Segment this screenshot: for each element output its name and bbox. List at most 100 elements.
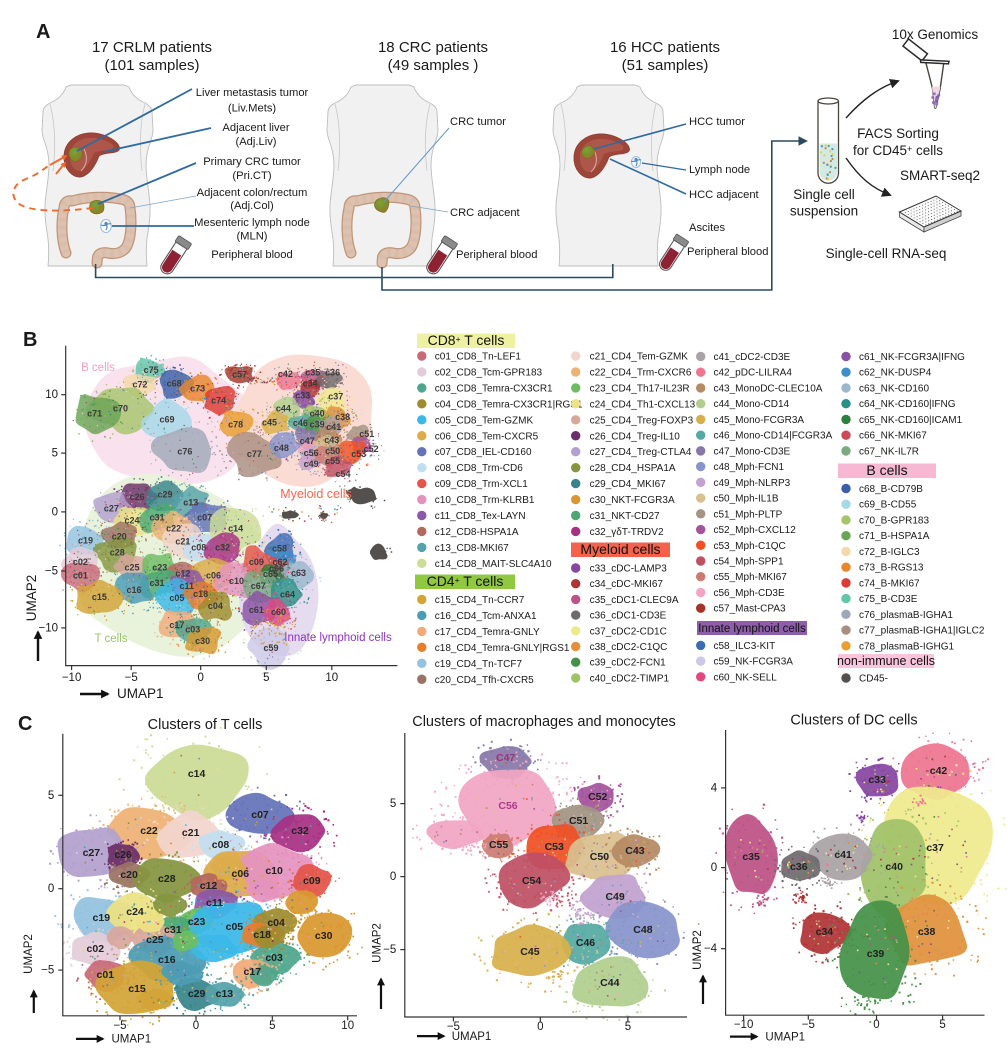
svg-text:c02_CD8_Tcm-GPR183: c02_CD8_Tcm-GPR183	[435, 367, 543, 378]
svg-text:c36: c36	[790, 861, 808, 873]
svg-text:Peripheral blood: Peripheral blood	[687, 246, 768, 258]
svg-text:c41: c41	[834, 849, 852, 861]
svg-text:c37: c37	[328, 392, 343, 402]
svg-text:c22_CD4_Trm-CXCR6: c22_CD4_Trm-CXCR6	[590, 367, 692, 378]
svg-text:c15: c15	[128, 983, 146, 995]
svg-text:c12: c12	[175, 568, 190, 578]
svg-text:c58: c58	[272, 544, 287, 554]
svg-text:c75: c75	[144, 365, 159, 375]
svg-text:C50: C50	[590, 851, 609, 863]
svg-text:c23_CD4_Th17-IL23R: c23_CD4_Th17-IL23R	[590, 383, 690, 394]
svg-text:c12_CD8-HSPA1A: c12_CD8-HSPA1A	[435, 527, 519, 538]
svg-text:c23: c23	[152, 562, 167, 572]
svg-text:c21: c21	[182, 827, 200, 839]
svg-text:c10_CD8_Trm-KLRB1: c10_CD8_Trm-KLRB1	[435, 495, 535, 506]
svg-text:c30: c30	[315, 930, 333, 942]
svg-text:c15: c15	[92, 592, 107, 602]
svg-text:5: 5	[939, 1019, 945, 1031]
svg-text:C: C	[18, 713, 32, 735]
svg-text:−5: −5	[125, 672, 138, 684]
svg-text:c05_CD8_Tem-GZMK: c05_CD8_Tem-GZMK	[435, 415, 534, 426]
svg-text:HCC adjacent: HCC adjacent	[689, 189, 760, 201]
svg-text:c45: c45	[262, 417, 277, 427]
svg-text:5: 5	[390, 798, 396, 810]
svg-text:c39_cDC2-FCN1: c39_cDC2-FCN1	[590, 658, 667, 669]
svg-text:UMAP1: UMAP1	[117, 686, 164, 701]
svg-text:c33: c33	[295, 390, 310, 400]
svg-text:c49_Mph-NLRP3: c49_Mph-NLRP3	[714, 478, 791, 489]
svg-text:c04_CD8_Temra-CX3CR1|RGS1: c04_CD8_Temra-CX3CR1|RGS1	[435, 399, 583, 410]
svg-text:−5: −5	[41, 965, 54, 977]
svg-text:c33: c33	[868, 774, 886, 786]
svg-text:c22: c22	[140, 825, 158, 837]
svg-text:c44: c44	[276, 403, 291, 413]
svg-text:c66: c66	[269, 564, 284, 574]
svg-text:c34_cDC-MKI67: c34_cDC-MKI67	[590, 579, 664, 590]
svg-text:c43_MonoDC-CLEC10A: c43_MonoDC-CLEC10A	[714, 383, 823, 394]
svg-text:c02: c02	[87, 943, 105, 955]
svg-text:c63_NK-CD160: c63_NK-CD160	[859, 383, 929, 394]
svg-text:c52: c52	[364, 444, 379, 454]
svg-text:c11_CD8_Tex-LAYN: c11_CD8_Tex-LAYN	[435, 511, 526, 522]
svg-text:c13_CD8-MKI67: c13_CD8-MKI67	[435, 543, 509, 554]
svg-text:C56: C56	[498, 800, 517, 812]
svg-text:c12: c12	[200, 880, 218, 892]
svg-text:c41_cDC2-CD3E: c41_cDC2-CD3E	[714, 352, 791, 363]
svg-text:c74_B-MKI67: c74_B-MKI67	[859, 578, 920, 589]
svg-text:c17: c17	[244, 966, 262, 978]
svg-text:C45: C45	[520, 946, 539, 958]
svg-text:c24: c24	[124, 515, 139, 525]
svg-text:c73: c73	[190, 383, 205, 393]
svg-text:SMART-seq2: SMART-seq2	[900, 168, 980, 183]
svg-text:c78: c78	[228, 419, 243, 429]
svg-text:Clusters of T cells: Clusters of T cells	[148, 717, 263, 733]
svg-text:c60: c60	[271, 607, 286, 617]
svg-text:−4: −4	[704, 943, 718, 955]
svg-text:c45_Mono-FCGR3A: c45_Mono-FCGR3A	[714, 415, 805, 426]
svg-text:c21_CD4_Tem-GZMK: c21_CD4_Tem-GZMK	[590, 352, 689, 363]
svg-text:c07_CD8_IEL-CD160: c07_CD8_IEL-CD160	[435, 447, 532, 458]
svg-text:c09: c09	[303, 875, 321, 887]
svg-text:c40: c40	[885, 861, 903, 873]
svg-text:c58_ILC3-KIT: c58_ILC3-KIT	[714, 641, 776, 652]
svg-text:c62: c62	[272, 557, 287, 567]
svg-text:c03: c03	[265, 952, 283, 964]
svg-text:c72: c72	[132, 380, 147, 390]
svg-text:−5: −5	[383, 944, 396, 956]
svg-text:c50_Mph-IL1B: c50_Mph-IL1B	[714, 494, 779, 505]
svg-text:c28: c28	[158, 873, 176, 885]
svg-text:c39: c39	[867, 948, 885, 960]
svg-text:0: 0	[711, 862, 717, 874]
svg-text:c42_pDC-LILRA4: c42_pDC-LILRA4	[714, 368, 793, 379]
svg-text:c17_CD4_Temra-GNLY: c17_CD4_Temra-GNLY	[435, 627, 540, 638]
svg-text:c10: c10	[265, 865, 283, 877]
svg-text:(Adj.Col): (Adj.Col)	[230, 200, 274, 212]
svg-text:c56_Mph-CD3E: c56_Mph-CD3E	[714, 588, 785, 599]
svg-text:c50: c50	[325, 446, 340, 456]
svg-text:c25: c25	[124, 562, 139, 572]
svg-text:c30_NKT-FCGR3A: c30_NKT-FCGR3A	[590, 495, 675, 506]
svg-text:B cells: B cells	[81, 362, 115, 374]
svg-text:C53: C53	[545, 841, 564, 853]
svg-text:−5: −5	[113, 1020, 126, 1032]
svg-text:c73_B-RGS13: c73_B-RGS13	[859, 563, 924, 574]
svg-text:−10: −10	[62, 672, 82, 684]
svg-text:17 CRLM patients: 17 CRLM patients	[92, 39, 212, 56]
svg-text:c72_B-IGLC3: c72_B-IGLC3	[859, 547, 920, 558]
svg-text:c11: c11	[180, 581, 195, 591]
svg-text:c59_NK-FCGR3A: c59_NK-FCGR3A	[714, 657, 794, 668]
svg-text:c69: c69	[159, 415, 174, 425]
svg-text:c06: c06	[232, 868, 250, 880]
svg-text:c14_CD8_MAIT-SLC4A10: c14_CD8_MAIT-SLC4A10	[435, 559, 552, 570]
svg-text:(Liv.Mets): (Liv.Mets)	[228, 103, 277, 115]
svg-text:c16: c16	[126, 585, 141, 595]
svg-text:c49: c49	[304, 459, 319, 469]
svg-text:Primary CRC tumor: Primary CRC tumor	[203, 156, 301, 168]
svg-text:c31: c31	[149, 513, 164, 523]
svg-text:c01_CD8_Tn-LEF1: c01_CD8_Tn-LEF1	[435, 352, 522, 363]
svg-text:c37: c37	[926, 842, 944, 854]
svg-text:−10: −10	[734, 1019, 754, 1031]
svg-text:c27_CD4_Treg-CTLA4: c27_CD4_Treg-CTLA4	[590, 447, 692, 458]
svg-text:C55: C55	[489, 839, 508, 851]
svg-text:Liver metastasis tumor: Liver metastasis tumor	[196, 87, 309, 99]
